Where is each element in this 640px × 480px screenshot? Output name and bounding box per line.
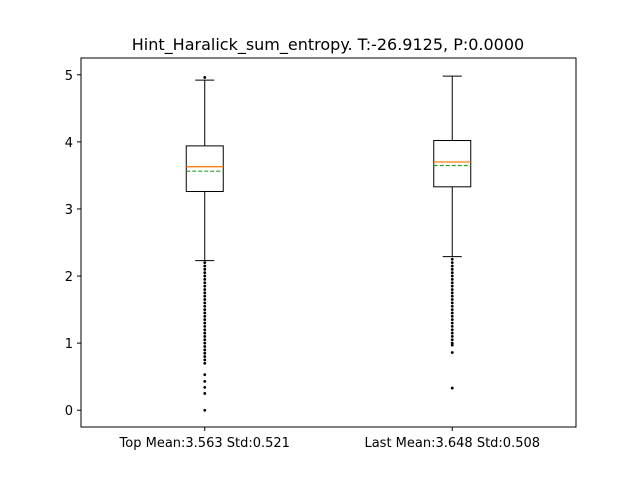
outlier-point-top — [203, 308, 207, 311]
outlier-point-last — [450, 284, 454, 288]
outlier-point-last — [450, 257, 454, 261]
outlier-point-last — [450, 308, 454, 311]
outlier-point-top — [203, 318, 207, 322]
outlier-point-last — [450, 324, 454, 328]
outlier-point-top — [203, 271, 207, 275]
outlier-point-last — [450, 294, 454, 298]
outlier-point-last — [450, 321, 454, 325]
outlier-point-top — [203, 331, 207, 335]
y-tick-label: 1 — [65, 337, 73, 352]
outlier-point-top — [203, 311, 207, 315]
outlier-point-top — [203, 355, 207, 358]
outlier-point-last — [450, 288, 454, 291]
outlier-point-top — [203, 328, 207, 332]
outlier-point-top — [203, 267, 207, 271]
outlier-point-top — [203, 284, 207, 288]
outlier-point-last — [450, 274, 454, 278]
chart-title: Hint_Haralick_sum_entropy. T:-26.9125, P… — [132, 35, 524, 55]
outlier-point-last — [450, 335, 454, 338]
outlier-point-last — [450, 386, 454, 390]
y-tick-label: 4 — [65, 136, 73, 151]
outlier-point-last — [450, 311, 454, 315]
outlier-point-last — [450, 278, 454, 281]
outlier-point-top — [203, 408, 207, 412]
outlier-point-top — [203, 301, 207, 305]
outlier-point-top — [203, 298, 207, 301]
outlier-point-last — [450, 318, 454, 322]
outlier-point-top — [203, 373, 207, 377]
outlier-point-last — [450, 331, 454, 335]
x-tick-label-top: Top Mean:3.563 Std:0.521 — [119, 436, 290, 451]
outlier-point-top — [203, 358, 207, 362]
outlier-point-top — [203, 264, 207, 268]
outlier-point-last — [450, 271, 454, 275]
y-tick-label: 2 — [65, 270, 73, 285]
outlier-point-top — [203, 294, 207, 298]
box-top — [185, 145, 224, 193]
plot-area: 0 1 2 3 4 5 Top Mean:3.563 Std:0.521 Last Mean:… — [65, 57, 577, 451]
y-tick-label: 3 — [65, 203, 73, 218]
outlier-point-last — [450, 291, 454, 295]
outlier-point-top — [203, 324, 207, 328]
outlier-point-top — [203, 314, 207, 318]
outlier-point-top — [203, 304, 207, 308]
outlier-point-top — [203, 261, 207, 265]
outlier-point-last — [450, 267, 454, 271]
outlier-point-last — [450, 298, 454, 301]
outlier-point-top — [203, 291, 207, 295]
outlier-point-top — [203, 351, 207, 355]
y-tick-label: 0 — [65, 404, 73, 419]
outlier-point-top — [203, 76, 207, 79]
axes-frame — [80, 57, 577, 428]
outlier-point-top — [203, 338, 207, 342]
outlier-point-top — [203, 341, 207, 345]
outlier-point-last — [450, 328, 454, 332]
y-tick-label: 5 — [65, 69, 73, 84]
outlier-point-last — [450, 281, 454, 285]
outlier-point-top — [203, 379, 207, 383]
outlier-point-last — [450, 343, 454, 347]
outlier-point-last — [450, 341, 454, 345]
x-tick-label-last: Last Mean:3.648 Std:0.508 — [364, 436, 540, 451]
outlier-point-top — [203, 278, 207, 281]
outlier-point-last — [450, 351, 454, 354]
outlier-point-top — [203, 288, 207, 291]
outlier-point-last — [450, 314, 454, 318]
box-last — [433, 140, 472, 188]
outlier-point-top — [203, 345, 207, 348]
outlier-point-top — [203, 281, 207, 285]
outlier-point-last — [450, 301, 454, 305]
outlier-point-last — [450, 261, 454, 265]
outlier-point-top — [203, 386, 207, 389]
outlier-point-last — [450, 304, 454, 308]
outlier-point-last — [450, 264, 454, 268]
outlier-point-top — [203, 335, 207, 338]
outlier-point-top — [203, 274, 207, 278]
outlier-point-top — [203, 321, 207, 325]
outlier-point-top — [203, 392, 207, 395]
outlier-point-last — [450, 338, 454, 342]
outlier-point-top — [203, 361, 207, 365]
outlier-point-top — [203, 348, 207, 352]
